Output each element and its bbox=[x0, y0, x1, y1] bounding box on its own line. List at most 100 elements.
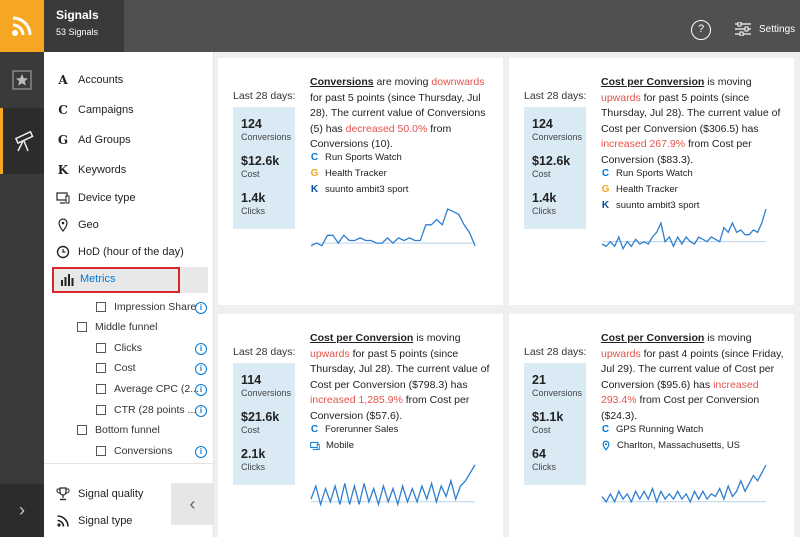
entity-campaign[interactable]: C Run Sports Watch bbox=[601, 168, 693, 179]
rss-icon[interactable] bbox=[0, 0, 44, 52]
info-icon[interactable]: i bbox=[195, 405, 207, 417]
checkbox[interactable] bbox=[96, 405, 106, 415]
stat-label: Clicks bbox=[241, 206, 265, 216]
app-title-block: Signals 53 Signals bbox=[44, 0, 124, 52]
geo-pin-icon bbox=[602, 440, 610, 451]
filter-cost[interactable]: Cost bbox=[96, 359, 136, 377]
change-text: increased 1,285.9% bbox=[310, 394, 403, 406]
signal-description: Conversions are moving downwards for pas… bbox=[310, 75, 496, 153]
entity-label: suunto ambit3 sport bbox=[325, 184, 409, 195]
entity-label: suunto ambit3 sport bbox=[616, 200, 700, 211]
entity-device[interactable]: Mobile bbox=[310, 440, 354, 451]
entity-keyword[interactable]: K suunto ambit3 sport bbox=[601, 200, 700, 211]
nav-item-keywords[interactable]: K Keywords bbox=[56, 160, 127, 180]
info-icon[interactable]: i bbox=[195, 446, 207, 458]
nav-item-label: Ad Groups bbox=[78, 134, 131, 146]
signal-card[interactable]: Last 28 days: 114 Conversions $21.6k Cos… bbox=[218, 314, 503, 537]
chevron-right-icon: › bbox=[19, 500, 25, 520]
nav-item-signal-quality[interactable]: Signal quality bbox=[56, 484, 143, 504]
stat-label: Cost bbox=[532, 169, 551, 179]
nav-item-campaigns[interactable]: C Campaigns bbox=[56, 100, 134, 120]
signal-card[interactable]: Last 28 days: 124 Conversions $12.6k Cos… bbox=[218, 58, 503, 305]
checkbox[interactable] bbox=[96, 384, 106, 394]
desc-text: for past 5 points (since Thursday, Jul 2… bbox=[601, 91, 781, 135]
desc-text: from Cost per Conversion ($57.6). bbox=[310, 394, 470, 422]
info-icon[interactable]: i bbox=[195, 302, 207, 314]
entity-campaign[interactable]: C Forerunner Sales bbox=[310, 424, 399, 435]
info-icon[interactable]: i bbox=[195, 384, 207, 396]
favorites-tab[interactable] bbox=[0, 52, 44, 108]
filter-conversions[interactable]: Conversions bbox=[96, 442, 172, 460]
filter-average-cpc[interactable]: Average CPC (2... bbox=[96, 380, 199, 398]
checkbox[interactable] bbox=[96, 363, 106, 373]
metric-link[interactable]: Cost per Conversion bbox=[601, 332, 705, 344]
entity-ad-group[interactable]: G Health Tracker bbox=[601, 184, 678, 195]
info-icon[interactable]: i bbox=[195, 343, 207, 355]
entity-ad-group[interactable]: G Health Tracker bbox=[310, 168, 387, 179]
checkbox[interactable] bbox=[96, 302, 106, 312]
nav-item-label: Device type bbox=[78, 192, 136, 204]
direction-text: downwards bbox=[431, 76, 485, 88]
campaign-icon: C bbox=[310, 152, 319, 163]
filter-bottom-funnel[interactable]: Bottom funnel bbox=[77, 421, 160, 439]
entity-keyword[interactable]: K suunto ambit3 sport bbox=[310, 184, 409, 195]
sparkline bbox=[601, 464, 767, 504]
entity-label: Forerunner Sales bbox=[325, 424, 399, 435]
nav-item-accounts[interactable]: A Accounts bbox=[56, 70, 123, 90]
filter-panel: A Accounts C Campaigns G Ad Groups K Key… bbox=[44, 52, 214, 537]
stat-value: 2.1k bbox=[241, 447, 266, 461]
desc-text: from Cost per Conversion ($83.3). bbox=[601, 138, 752, 166]
help-icon[interactable]: ? bbox=[691, 20, 711, 40]
nav-item-hod[interactable]: HoD (hour of the day) bbox=[56, 242, 184, 262]
metric-link[interactable]: Conversions bbox=[310, 76, 374, 88]
metric-link[interactable]: Cost per Conversion bbox=[310, 332, 414, 344]
filter-clicks[interactable]: Clicks bbox=[96, 339, 142, 357]
signal-card[interactable]: Last 28 days: 21 Conversions $1.1k Cost … bbox=[509, 314, 794, 537]
nav-item-ad-groups[interactable]: G Ad Groups bbox=[56, 130, 131, 150]
entity-label: Run Sports Watch bbox=[616, 168, 693, 179]
clock-icon bbox=[56, 245, 70, 259]
checkbox[interactable] bbox=[96, 343, 106, 353]
direction-text: upwards bbox=[601, 347, 641, 360]
checkbox[interactable] bbox=[77, 425, 87, 435]
checkbox[interactable] bbox=[96, 446, 106, 456]
signals-grid: Last 28 days: 124 Conversions $12.6k Cos… bbox=[214, 52, 800, 537]
metrics-highlight bbox=[52, 267, 180, 293]
nav-item-signal-type[interactable]: Signal type bbox=[56, 511, 132, 531]
nav-item-metrics[interactable]: Metrics bbox=[52, 267, 208, 293]
stat-label: Conversions bbox=[532, 388, 583, 398]
filter-impression-share[interactable]: Impression Share bbox=[96, 298, 196, 316]
collapse-panel-button[interactable]: ‹ bbox=[171, 483, 214, 525]
nav-item-label: Campaigns bbox=[78, 104, 134, 116]
metric-link[interactable]: Cost per Conversion bbox=[601, 76, 705, 88]
entity-geo[interactable]: Charlton, Massachusetts, US bbox=[601, 440, 740, 451]
divider bbox=[44, 463, 214, 464]
desc-text: is moving bbox=[413, 332, 461, 344]
filter-ctr[interactable]: CTR (28 points ... bbox=[96, 401, 196, 419]
desc-text: from Conversions (10). bbox=[310, 122, 452, 151]
info-icon[interactable]: i bbox=[195, 363, 207, 375]
period-label: Last 28 days: bbox=[233, 90, 296, 102]
direction-text: upwards bbox=[601, 91, 641, 104]
entity-campaign[interactable]: C Run Sports Watch bbox=[310, 152, 402, 163]
filter-label: Average CPC (2... bbox=[114, 383, 200, 395]
nav-item-label: HoD (hour of the day) bbox=[78, 246, 184, 258]
checkbox[interactable] bbox=[77, 322, 87, 332]
nav-item-geo[interactable]: Geo bbox=[56, 215, 99, 235]
stat-value: 114 bbox=[241, 373, 262, 387]
chevron-left-icon: ‹ bbox=[189, 493, 196, 514]
nav-item-device-type[interactable]: Device type bbox=[56, 188, 135, 208]
signals-tab[interactable] bbox=[0, 108, 44, 174]
nav-item-label: Signal type bbox=[78, 515, 133, 527]
signal-card[interactable]: Last 28 days: 124 Conversions $12.6k Cos… bbox=[509, 58, 794, 305]
change-text: decreased 50.0% bbox=[345, 122, 428, 135]
expand-rail-button[interactable]: › bbox=[0, 484, 44, 537]
stat-value: 1.4k bbox=[532, 191, 557, 205]
star-icon bbox=[12, 70, 32, 90]
desc-text: from Cost per Conversion ($24.3). bbox=[601, 394, 760, 422]
period-label: Last 28 days: bbox=[524, 90, 587, 102]
entity-campaign[interactable]: C GPS Running Watch bbox=[601, 424, 703, 435]
filter-middle-funnel[interactable]: Middle funnel bbox=[77, 318, 157, 336]
entity-label: Charlton, Massachusetts, US bbox=[617, 440, 741, 451]
settings-button[interactable]: Settings bbox=[735, 22, 795, 36]
